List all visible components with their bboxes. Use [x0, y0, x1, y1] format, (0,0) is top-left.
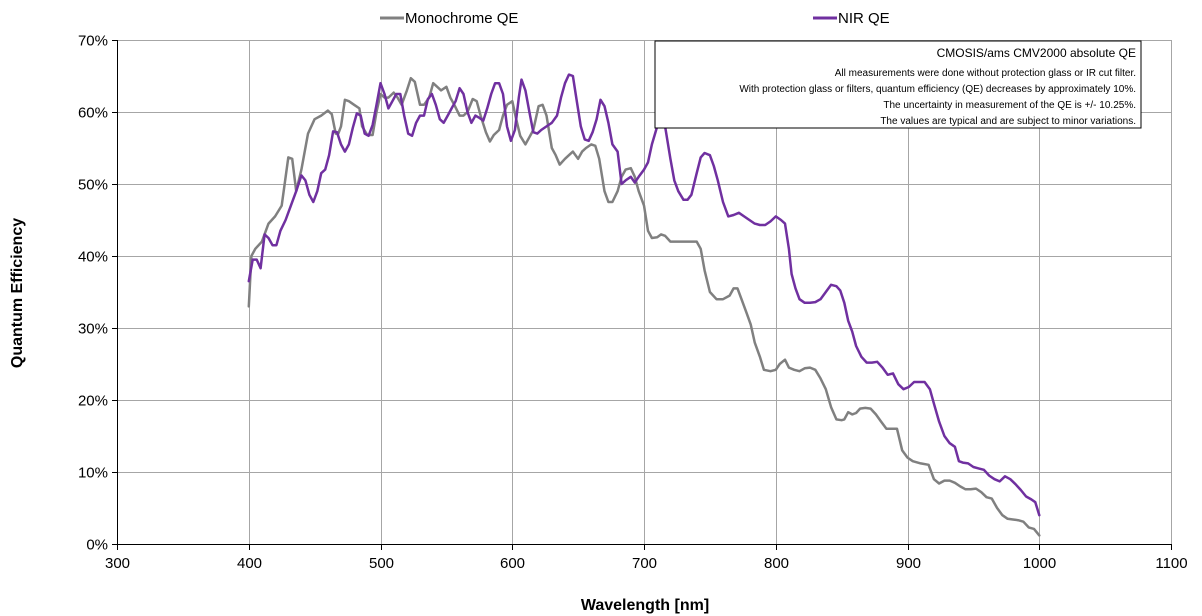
annotation-line-1: All measurements were done without prote… — [835, 68, 1136, 79]
y-tick-label: 10% — [78, 465, 108, 482]
y-axis-title: Quantum Efficiency — [9, 218, 26, 368]
y-tick-label: 60% — [78, 105, 108, 122]
monochrome-qe-line — [247, 76, 1041, 537]
y-tick-label: 0% — [86, 537, 108, 554]
x-tick-label: 700 — [632, 555, 657, 572]
annotation-line-4: The values are typical and are subject t… — [880, 116, 1136, 127]
annotation-box: CMOSIS/ams CMV2000 absolute QE All measu… — [654, 40, 1142, 129]
series-lines — [247, 73, 1041, 537]
legend-label-nir: NIR QE — [838, 10, 890, 27]
legend: Monochrome QE NIR QE — [380, 10, 890, 27]
y-tick-label: 20% — [78, 393, 108, 410]
y-tick-label: 70% — [78, 33, 108, 50]
annotation-frame — [654, 40, 1142, 129]
x-tick-label: 300 — [105, 555, 130, 572]
annotation-line-3: The uncertainty in measurement of the QE… — [883, 100, 1136, 111]
x-tick-label: 1000 — [1023, 555, 1056, 572]
axes — [112, 40, 1172, 550]
x-axis-title: Wavelength [nm] — [581, 597, 709, 614]
x-tick-label: 400 — [237, 555, 262, 572]
legend-label-monochrome: Monochrome QE — [405, 10, 518, 27]
x-tick-label: 600 — [500, 555, 525, 572]
tick-labels: 0% 10% 20% 30% 40% 50% 60% 70% 300 400 500 600 700 80… — [78, 33, 1188, 573]
y-tick-label: 50% — [78, 177, 108, 194]
x-tick-label: 1100 — [1155, 555, 1187, 572]
nir-qe-line — [247, 73, 1041, 517]
y-tick-label: 30% — [78, 321, 108, 338]
x-tick-label: 800 — [764, 555, 789, 572]
annotation-title: CMOSIS/ams CMV2000 absolute QE — [937, 46, 1136, 60]
y-tick-label: 40% — [78, 249, 108, 266]
x-tick-label: 900 — [896, 555, 921, 572]
annotation-line-2: With protection glass or filters, quantu… — [739, 84, 1136, 95]
x-tick-label: 500 — [369, 555, 394, 572]
